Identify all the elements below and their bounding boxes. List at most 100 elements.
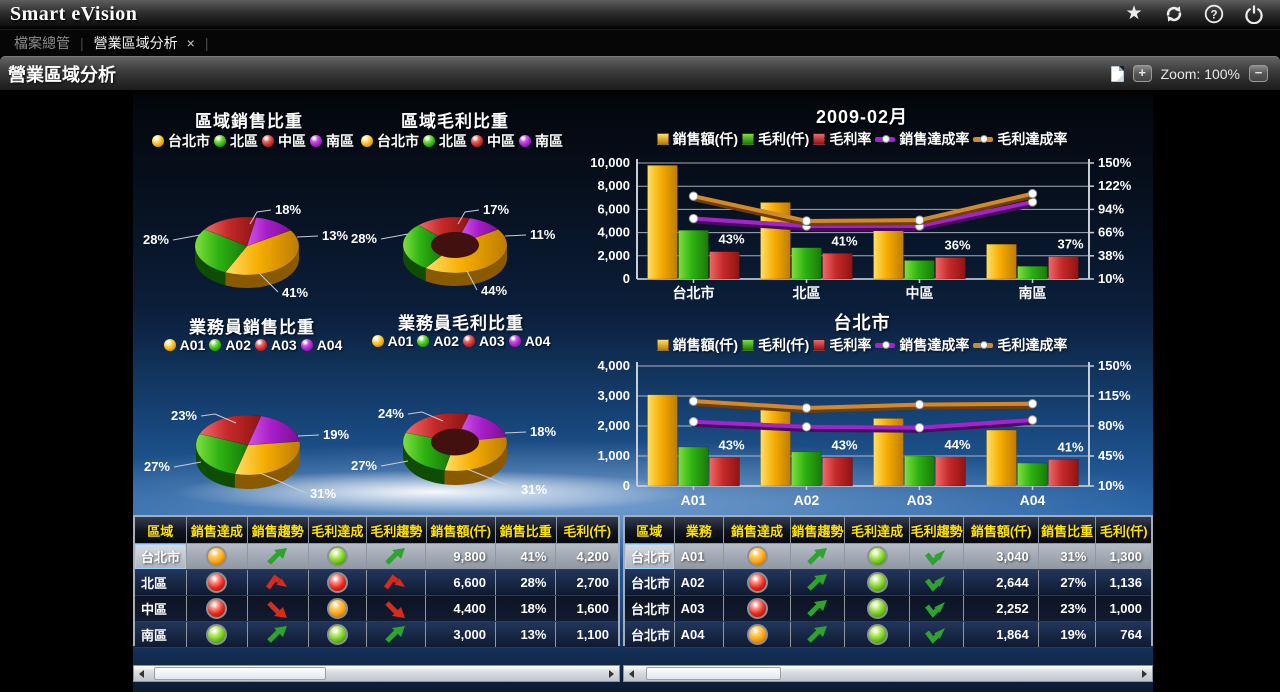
page-title: 營業區域分析 [8, 64, 116, 85]
bar-green [904, 455, 935, 487]
favorite-star-icon[interactable]: ★ [1125, 3, 1143, 24]
value-cell: 1,136 [1109, 575, 1142, 590]
trend-down-arrow-icon [385, 600, 406, 618]
svg-text:A01: A01 [681, 492, 707, 508]
table-row[interactable]: 台北市 A01 3,040 31% 1,300 [625, 544, 1151, 570]
tab-sales-region-analysis[interactable]: 營業區域分析 [93, 35, 178, 51]
column-header[interactable]: 毛利趨勢 [367, 517, 427, 543]
legend-item: A03 [255, 337, 297, 353]
new-page-icon[interactable] [1110, 65, 1124, 82]
bar-red [709, 251, 740, 280]
column-header[interactable]: 區域 [625, 517, 675, 543]
region-summary-table: 區域 銷售達成 銷售趨勢 毛利達成 毛利趨勢 銷售額(仟) 銷售比重 毛利(仟) 台北市 9,80… [133, 515, 620, 648]
scroll-right-arrow[interactable] [1137, 666, 1152, 681]
column-header[interactable]: 毛利(仟) [556, 517, 618, 543]
scroll-left-arrow[interactable] [624, 666, 639, 681]
table-row[interactable]: 台北市 A03 2,252 23% 1,000 [625, 596, 1151, 622]
scroll-right-arrow[interactable] [604, 666, 619, 681]
status-orange-light-icon [746, 546, 768, 567]
table-row[interactable]: 台北市 A02 2,644 27% 1,136 [625, 570, 1151, 596]
zoom-out-button[interactable]: − [1249, 65, 1268, 82]
table-row[interactable]: 台北市 9,800 41% 4,200 [135, 544, 618, 570]
column-header[interactable]: 銷售達成 [724, 517, 791, 543]
column-header[interactable]: 銷售比重 [496, 517, 557, 543]
trend-peak-arrow-icon [265, 573, 287, 589]
bar-red [822, 253, 853, 280]
svg-text:36%: 36% [944, 237, 970, 252]
tab-file-explorer[interactable]: 檔案總管 [14, 35, 70, 51]
pie-slice-label: 27% [351, 458, 377, 473]
trend-peak-arrow-icon [384, 573, 406, 589]
column-header[interactable]: 銷售趨勢 [248, 517, 309, 543]
legend-item: 毛利(仟) [742, 335, 809, 355]
legend-item: 北區 [214, 131, 258, 151]
pie-slice-label: 18% [530, 424, 556, 439]
column-header[interactable]: 毛利(仟) [1096, 517, 1152, 543]
svg-text:38%: 38% [1098, 248, 1124, 263]
legend-green-dot-icon [417, 335, 430, 347]
bar-green [1017, 265, 1048, 280]
row-label: A02 [675, 570, 725, 595]
legend-green-square-icon [742, 339, 754, 351]
column-header[interactable]: 銷售額(仟) [964, 517, 1039, 543]
legend-item: 毛利率 [813, 335, 871, 355]
svg-text:41%: 41% [831, 233, 857, 248]
table-row[interactable]: 台北市 A04 1,864 19% 764 [625, 622, 1151, 648]
column-header[interactable]: 毛利達成 [845, 517, 910, 543]
trend-check-arrow-icon [924, 601, 945, 618]
legend-red-square-icon [813, 339, 826, 351]
svg-text:A04: A04 [1020, 492, 1046, 508]
legend-region-sales: 台北市 北區 中區 南區 [133, 131, 373, 151]
legend-item: 銷售額(仟) [656, 335, 738, 355]
pie-slice-label: 19% [323, 427, 349, 442]
svg-text:122%: 122% [1098, 178, 1132, 193]
table-row[interactable]: 南區 3,000 13% 1,100 [135, 622, 618, 648]
legend-gold-dot-icon [163, 339, 176, 351]
value-cell: 19% [1039, 622, 1097, 647]
help-icon[interactable]: ? [1204, 4, 1224, 24]
column-header[interactable]: 銷售額(仟) [426, 517, 497, 543]
table-row[interactable]: 中區 4,400 18% 1,600 [135, 596, 618, 622]
zoom-level-label: Zoom: 100% [1160, 65, 1240, 82]
scroll-thumb[interactable] [646, 667, 781, 680]
svg-text:150%: 150% [1098, 358, 1132, 373]
tab-close-icon[interactable]: × [186, 35, 195, 51]
trend-cell [248, 622, 309, 647]
value-cell: 4,400 [426, 596, 496, 621]
column-header[interactable]: 業務 [674, 517, 725, 543]
status-cell [724, 622, 791, 647]
column-header[interactable]: 毛利趨勢 [909, 517, 965, 543]
column-header[interactable]: 銷售比重 [1038, 517, 1097, 543]
scroll-left-arrow[interactable] [134, 666, 149, 681]
refresh-icon[interactable] [1164, 4, 1184, 24]
table-row[interactable]: 北區 6,600 28% 2,700 [135, 570, 618, 596]
value-cell: 27% [1039, 570, 1097, 595]
power-icon[interactable] [1244, 4, 1264, 24]
status-cell [845, 570, 910, 595]
column-header[interactable]: 銷售趨勢 [790, 517, 846, 543]
tab-separator: | [80, 35, 84, 51]
legend-line-marker-icon [973, 134, 994, 143]
value-cell: 2,644 [964, 570, 1039, 595]
status-cell [187, 570, 249, 595]
column-header[interactable]: 銷售達成 [186, 517, 249, 543]
status-green-light-icon [326, 546, 348, 567]
svg-text:66%: 66% [1098, 225, 1124, 240]
column-header[interactable]: 區域 [135, 517, 187, 543]
legend-item: 中區 [471, 131, 515, 151]
zoom-in-button[interactable]: + [1132, 65, 1152, 82]
h-scrollbar-left[interactable] [133, 665, 620, 682]
value-cell: 18% [496, 596, 557, 621]
legend-item: A01 [371, 333, 413, 349]
legend-green-dot-icon [214, 135, 226, 147]
bar-green [791, 247, 822, 280]
bar-red [709, 457, 740, 487]
h-scrollbar-right[interactable] [623, 665, 1153, 682]
scroll-thumb[interactable] [154, 667, 326, 680]
column-header[interactable]: 毛利達成 [308, 517, 368, 543]
bar-green [791, 451, 822, 487]
svg-text:0: 0 [623, 271, 630, 286]
pie-slice-label: 18% [275, 202, 301, 217]
pie-slice-label: 28% [143, 232, 169, 247]
svg-text:37%: 37% [1057, 237, 1083, 252]
